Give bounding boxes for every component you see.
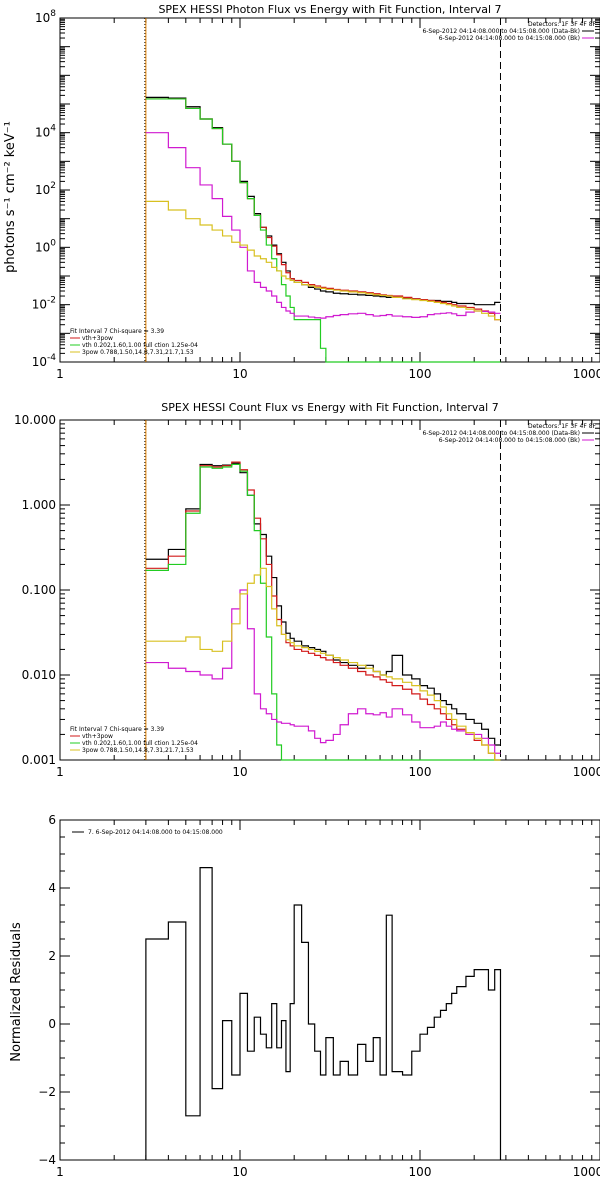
plot-frame [59, 419, 600, 761]
x-tick-label: 1 [56, 765, 64, 779]
x-tick-label: 1000 [573, 765, 600, 779]
panel-title: SPEX HESSI Count Flux vs Energy with Fit… [161, 401, 498, 414]
y-tick-label: 10.000 [14, 413, 56, 427]
fit-legend-entry: vth+3pow [82, 335, 113, 342]
fit-legend-entry: 3pow 0.788,1.50,14.8,7.31,21.7,1.53 [82, 349, 194, 356]
y-tick-label: 0.001 [22, 753, 56, 767]
y-tick-label: 0.100 [22, 583, 56, 597]
plot-frame [59, 17, 600, 363]
series-background [145, 589, 501, 754]
fit-legend-entry: 3pow 0.788,1.50,14.8,7.31,21.7,1.53 [82, 747, 194, 754]
y-axis-label: Normalized Residuals [9, 922, 24, 1062]
plot-frame [59, 819, 600, 1161]
y-tick-label: 0 [48, 1017, 56, 1031]
y-tick-label: 4 [48, 881, 56, 895]
series-total [145, 461, 501, 761]
series-background [145, 132, 501, 319]
legend-entry: 6-Sep-2012 04:14:08.000 to 04:15:08.000 … [439, 437, 580, 444]
fit-legend-entry: vth 0.202,1.60,1.00 full ction 1.25e-04 [82, 740, 198, 747]
legend-entry: 6-Sep-2012 04:14:08.000 to 04:15:08.000 … [422, 430, 580, 437]
series-residuals [145, 867, 502, 1160]
x-tick-label: 10 [232, 765, 247, 779]
x-tick-label: 100 [409, 1165, 432, 1179]
y-tick-label: 10-2 [32, 296, 56, 312]
x-tick-label: 1000 [573, 367, 600, 381]
series-data [145, 96, 501, 306]
panel-photon-flux: SPEX HESSI Photon Flux vs Energy with Fi… [3, 3, 600, 381]
series-power [145, 200, 501, 321]
plot-area: 1 10 100 1000 10-4 10-2 100 102 104 108 Detectors:… [32, 9, 600, 381]
plot-area: 1 10 100 1000 −4 −2 0 2 4 6 7. 6-Sep-2012 04:14:08… [38, 813, 600, 1179]
y-tick-label: 0.010 [22, 668, 56, 682]
y-tick-label: −4 [38, 1153, 56, 1167]
legend-entry: 7. 6-Sep-2012 04:14:08.000 to 04:15:08.0… [88, 829, 223, 836]
fit-legend-entry: Fit Interval 7 Chi-square = 3.39 [70, 726, 164, 733]
legend-entry: 6-Sep-2012 04:14:08.000 to 04:15:08.000 … [422, 28, 580, 35]
y-tick-label: −2 [38, 1085, 56, 1099]
panel-residuals: Normalized Residuals 1 10 100 1000 −4 −2 0 2 4 6 7… [9, 813, 600, 1179]
series-data [145, 462, 501, 746]
fit-legend-entry: Fit Interval 7 Chi-square = 3.39 [70, 328, 164, 335]
series-thermal [145, 98, 501, 363]
detector-info: Detectors: 1F 3F 4F 8F [528, 21, 597, 28]
fit-legend-entry: vth+3pow [82, 733, 113, 740]
y-tick-label: 2 [48, 949, 56, 963]
legend-entry: 6-Sep-2012 04:14:08.000 to 04:15:08.000 … [439, 35, 580, 42]
y-axis-label: photons s⁻¹ cm⁻² keV⁻¹ [3, 121, 18, 273]
fit-legend-entry: vth 0.202,1.60,1.00 full ction 1.25e-04 [82, 342, 198, 349]
y-tick-label: 1.000 [22, 498, 56, 512]
y-tick-label: 104 [35, 124, 56, 140]
x-tick-label: 100 [409, 367, 432, 381]
x-tick-label: 1 [56, 1165, 64, 1179]
series-thermal [145, 463, 501, 761]
y-tick-label: 108 [35, 9, 56, 25]
y-tick-label: 10-4 [32, 353, 57, 369]
panel-title: SPEX HESSI Photon Flux vs Energy with Fi… [158, 3, 501, 16]
panel-count-flux: SPEX HESSI Count Flux vs Energy with Fit… [14, 401, 600, 779]
x-tick-label: 10 [232, 1165, 247, 1179]
plot-area: 1 10 100 1000 0.001 0.010 0.100 1.000 10.000 Dete… [14, 413, 600, 779]
x-tick-label: 10 [232, 367, 247, 381]
x-tick-label: 1 [56, 367, 64, 381]
x-tick-label: 1000 [573, 1165, 600, 1179]
detector-info: Detectors: 1F 3F 4F 8F [528, 423, 597, 430]
y-tick-label: 102 [35, 181, 56, 197]
series-power [145, 567, 501, 761]
x-tick-label: 100 [409, 765, 432, 779]
y-tick-label: 6 [48, 813, 56, 827]
y-tick-label: 100 [35, 238, 56, 254]
series-total [145, 98, 501, 321]
